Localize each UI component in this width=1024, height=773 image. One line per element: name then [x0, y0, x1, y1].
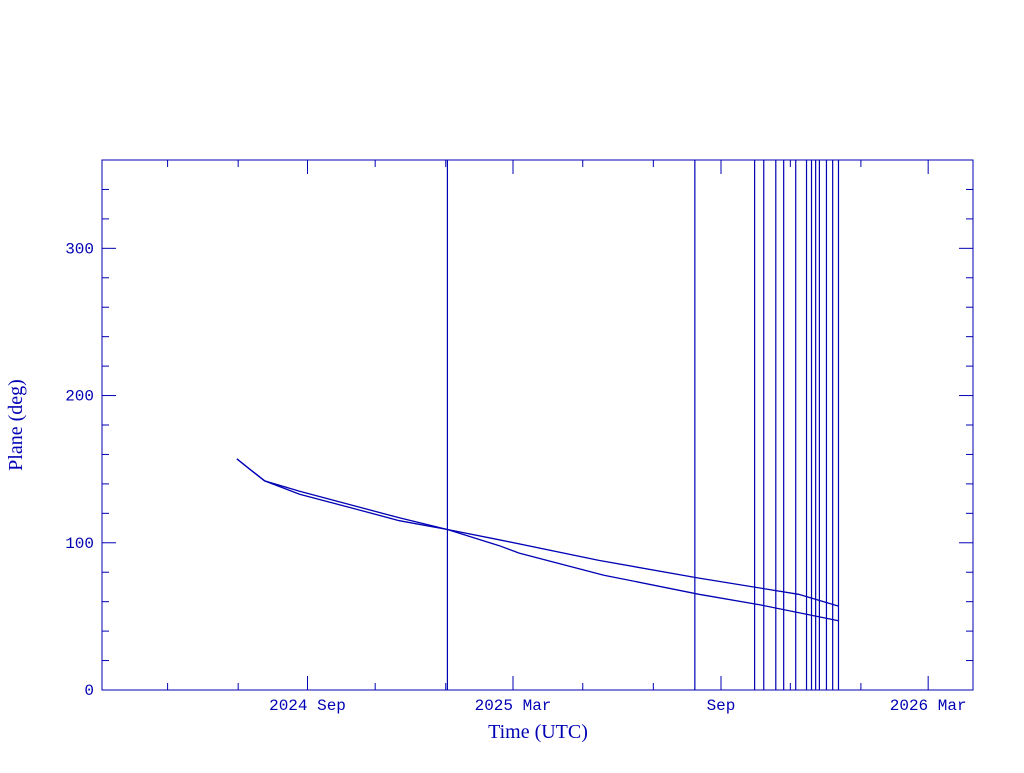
- y-tick-label: 200: [65, 388, 94, 406]
- x-tick-label: 2025 Mar: [475, 697, 552, 715]
- y-tick-label: 0: [84, 682, 94, 700]
- y-tick-label: 300: [65, 240, 94, 258]
- plot-frame: [101, 159, 974, 691]
- x-axis-label: Time (UTC): [488, 721, 588, 743]
- x-tick-label: 2024 Sep: [269, 697, 346, 715]
- data-line: [236, 458, 839, 607]
- x-tick-label: 2026 Mar: [890, 697, 967, 715]
- y-axis-label: Plane (deg): [5, 379, 27, 471]
- y-tick-label: 100: [65, 535, 94, 553]
- data-line: [236, 458, 839, 622]
- x-tick-label: Sep: [707, 697, 736, 715]
